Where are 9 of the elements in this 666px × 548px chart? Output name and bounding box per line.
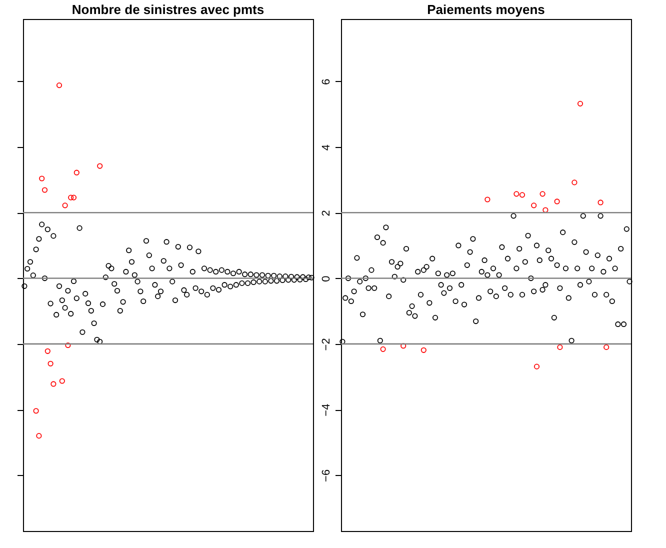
chart-title: Paiements moyens — [427, 2, 545, 17]
y-tick-label: −2 — [320, 338, 332, 351]
y-tick-label: 4 — [320, 144, 332, 151]
y-tick-label: 6 — [320, 78, 332, 85]
y-tick-label: 0 — [320, 276, 332, 282]
y-tick-label: −6 — [320, 469, 332, 482]
y-tick-label: 2 — [320, 210, 332, 216]
y-tick-label: −4 — [320, 404, 332, 416]
chart-title: Nombre de sinistres avec pmts — [72, 2, 264, 17]
